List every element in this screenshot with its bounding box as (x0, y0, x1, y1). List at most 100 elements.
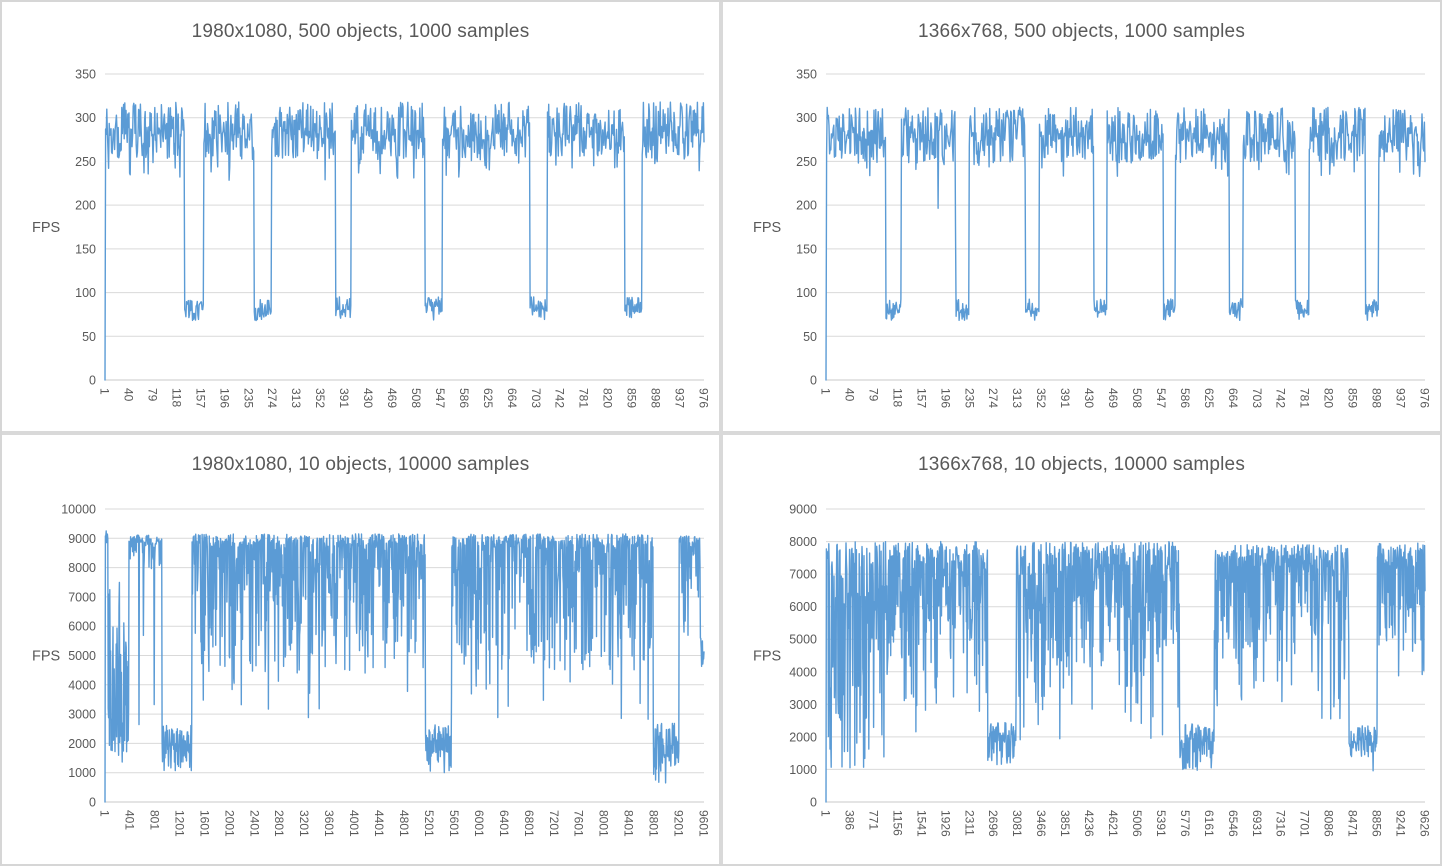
svg-text:7316: 7316 (1274, 810, 1288, 837)
svg-text:235: 235 (962, 388, 976, 408)
svg-text:2801: 2801 (272, 810, 286, 837)
svg-text:250: 250 (75, 155, 96, 169)
svg-text:859: 859 (625, 388, 639, 408)
svg-text:118: 118 (169, 388, 183, 407)
svg-text:50: 50 (803, 330, 817, 344)
svg-text:469: 469 (1106, 388, 1120, 408)
svg-text:547: 547 (1154, 388, 1168, 408)
svg-text:79: 79 (145, 388, 159, 402)
fps-line-chart-1980x1080-1000samples: 0 50 100 150 200 250 300 350 1 40 79 118 157 196 235 27… (32, 68, 711, 409)
svg-text:0: 0 (89, 796, 96, 810)
chart-panel-top-left: 1980x1080, 500 objects, 1000 samples 0 50… (2, 2, 719, 431)
chart-panel-bottom-right: 1366x768, 10 objects, 10000 samples 0 100… (723, 435, 1440, 864)
svg-text:771: 771 (866, 810, 880, 830)
svg-text:1: 1 (98, 810, 112, 817)
svg-text:6000: 6000 (68, 620, 96, 634)
svg-text:3851: 3851 (1058, 810, 1072, 837)
svg-text:2401: 2401 (247, 810, 261, 837)
svg-text:118: 118 (890, 388, 904, 407)
svg-text:898: 898 (649, 388, 663, 408)
svg-text:859: 859 (1346, 388, 1360, 408)
svg-text:9601: 9601 (697, 810, 711, 837)
svg-text:1000: 1000 (68, 766, 96, 780)
svg-text:1000: 1000 (789, 763, 817, 777)
svg-text:157: 157 (914, 388, 928, 408)
svg-text:7000: 7000 (68, 590, 96, 604)
svg-text:100: 100 (75, 286, 96, 300)
svg-text:9241: 9241 (1394, 810, 1408, 837)
svg-text:6161: 6161 (1202, 810, 1216, 837)
svg-text:6001: 6001 (472, 810, 486, 837)
svg-text:8000: 8000 (68, 561, 96, 575)
svg-text:3466: 3466 (1034, 810, 1048, 837)
svg-text:350: 350 (796, 68, 817, 82)
svg-text:586: 586 (1178, 388, 1192, 408)
svg-text:352: 352 (313, 388, 327, 408)
fps-line-chart-1366x768-10000samples: 0 1000 2000 3000 4000 5000 6000 7000 8000 9000 1 38… (753, 503, 1432, 838)
svg-text:391: 391 (1058, 388, 1072, 408)
svg-text:7701: 7701 (1298, 810, 1312, 837)
svg-text:742: 742 (553, 388, 567, 408)
svg-text:1926: 1926 (938, 810, 952, 837)
svg-text:2000: 2000 (789, 730, 817, 744)
svg-text:6401: 6401 (497, 810, 511, 837)
svg-text:430: 430 (361, 388, 375, 408)
svg-text:508: 508 (409, 388, 423, 408)
svg-text:8801: 8801 (647, 810, 661, 837)
svg-text:937: 937 (1394, 388, 1408, 408)
svg-text:9000: 9000 (68, 532, 96, 546)
svg-text:3000: 3000 (789, 698, 817, 712)
svg-text:200: 200 (75, 199, 96, 213)
svg-text:79: 79 (866, 388, 880, 402)
fps-line-chart-1366x768-1000samples: 0 50 100 150 200 250 300 350 1 40 79 118 157 196 235 27… (753, 68, 1432, 409)
svg-text:1: 1 (819, 388, 833, 395)
chart-title: 1980x1080, 10 objects, 10000 samples (191, 454, 530, 475)
svg-text:2696: 2696 (986, 810, 1000, 837)
svg-text:4401: 4401 (372, 810, 386, 837)
svg-text:625: 625 (1202, 388, 1216, 408)
svg-text:352: 352 (1034, 388, 1048, 408)
svg-text:781: 781 (1298, 388, 1312, 408)
svg-text:4000: 4000 (68, 678, 96, 692)
svg-text:FPS: FPS (753, 649, 781, 665)
svg-text:5776: 5776 (1178, 810, 1192, 837)
svg-text:1: 1 (98, 388, 112, 395)
svg-text:391: 391 (337, 388, 351, 408)
chart-title: 1366x768, 10 objects, 10000 samples (917, 454, 1246, 475)
svg-text:150: 150 (75, 242, 96, 256)
svg-text:937: 937 (673, 388, 687, 408)
svg-text:401: 401 (123, 810, 137, 830)
svg-text:7000: 7000 (789, 568, 817, 582)
svg-text:10000: 10000 (61, 503, 96, 517)
svg-text:2000: 2000 (68, 737, 96, 751)
fps-line-chart-1980x1080-10000samples: 0 1000 2000 3000 4000 5000 6000 7000 8000 9000 100… (32, 503, 711, 838)
svg-text:6931: 6931 (1250, 810, 1264, 837)
svg-text:976: 976 (1418, 388, 1432, 408)
svg-text:0: 0 (89, 374, 96, 388)
svg-text:0: 0 (810, 796, 817, 810)
svg-text:5601: 5601 (447, 810, 461, 837)
svg-text:664: 664 (1226, 388, 1240, 408)
svg-text:7201: 7201 (547, 810, 561, 837)
svg-text:1: 1 (819, 810, 833, 817)
svg-text:6000: 6000 (789, 600, 817, 614)
svg-text:742: 742 (1274, 388, 1288, 408)
svg-text:6801: 6801 (522, 810, 536, 837)
svg-text:6546: 6546 (1226, 810, 1240, 837)
svg-text:7601: 7601 (572, 810, 586, 837)
svg-text:625: 625 (481, 388, 495, 408)
svg-text:3601: 3601 (322, 810, 336, 837)
svg-text:820: 820 (1322, 388, 1336, 408)
svg-text:50: 50 (82, 330, 96, 344)
svg-text:250: 250 (796, 155, 817, 169)
svg-text:5006: 5006 (1130, 810, 1144, 837)
svg-text:8001: 8001 (597, 810, 611, 837)
svg-text:300: 300 (75, 111, 96, 125)
svg-text:350: 350 (75, 68, 96, 82)
svg-text:801: 801 (147, 810, 161, 830)
svg-text:386: 386 (843, 810, 857, 830)
svg-text:1541: 1541 (914, 810, 928, 837)
svg-text:200: 200 (796, 199, 817, 213)
svg-text:300: 300 (796, 111, 817, 125)
